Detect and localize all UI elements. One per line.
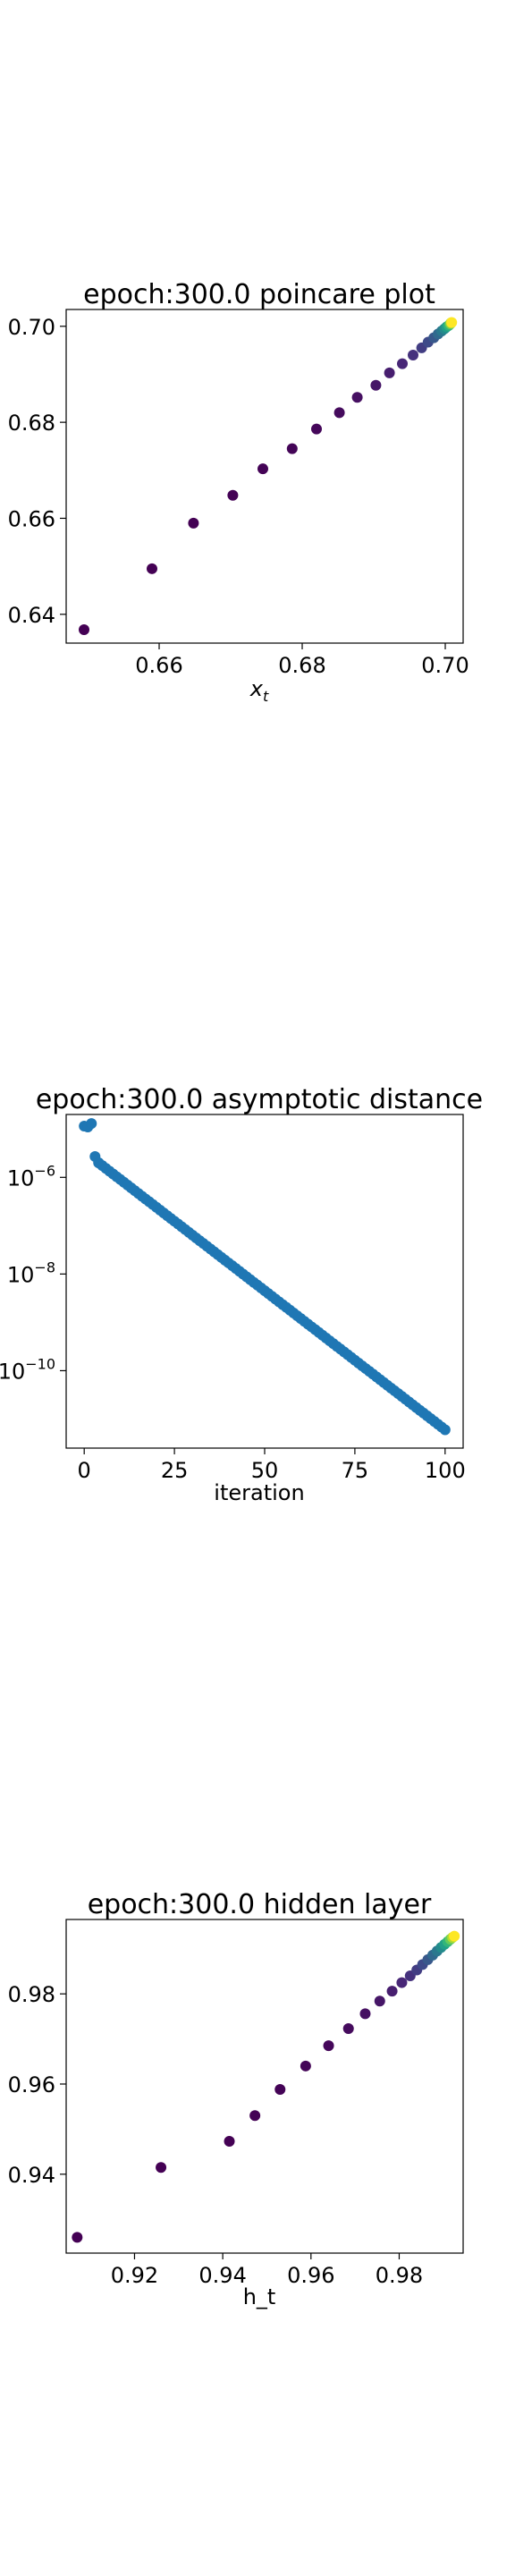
- x-tick-label: 75: [342, 1458, 369, 1483]
- y-tick-label: 0.68: [8, 411, 55, 436]
- scatter-point: [258, 463, 268, 475]
- poincare-plot: epoch:300.0 poincare plot 0.66 0.68 0.70 0…: [8, 279, 469, 705]
- x-axis-label-main: x: [249, 676, 264, 701]
- scatter-points: [79, 317, 458, 635]
- scatter-point: [224, 2135, 235, 2147]
- scatter-point: [286, 443, 298, 454]
- y-ticks: 10−6 10−8 10−10: [0, 1162, 66, 1384]
- chart-title: epoch:300.0 hidden layer: [88, 1889, 432, 1920]
- scatter-point: [300, 2060, 311, 2072]
- y-tick-label: 0.70: [8, 315, 55, 340]
- asymptotic-distance-plot: epoch:300.0 asymptotic distance 0 25 50 75 1…: [0, 1084, 483, 1505]
- x-tick-label: 50: [251, 1458, 279, 1483]
- scatter-point: [156, 2162, 167, 2174]
- x-ticks: 0.92 0.94 0.96 0.98: [111, 2253, 423, 2288]
- x-tick-label: 0: [78, 1458, 91, 1483]
- y-tick-label: 0.98: [8, 1982, 55, 2007]
- x-axis-label: xt: [249, 676, 269, 705]
- hidden-layer-plot: epoch:300.0 hidden layer 0.92 0.94 0.96 0.9…: [8, 1889, 464, 2309]
- x-axis-label: iteration: [214, 1480, 304, 1505]
- x-tick-label: 0.96: [287, 2263, 334, 2288]
- scatter-point: [147, 563, 157, 574]
- x-ticks: 0.66 0.68 0.70: [135, 643, 469, 678]
- y-tick-label: 10−10: [0, 1355, 55, 1384]
- scatter-point: [323, 2040, 334, 2052]
- x-tick-label: 25: [161, 1458, 189, 1483]
- x-ticks: 0 25 50 75 100: [78, 1448, 466, 1483]
- scatter-point: [274, 2084, 286, 2096]
- scatter-point: [249, 2110, 261, 2122]
- plot-frame: [65, 1919, 464, 2254]
- y-tick-label: 0.96: [8, 2072, 55, 2097]
- y-tick-label: 0.64: [8, 603, 55, 628]
- scatter-point: [227, 489, 239, 501]
- y-ticks: 0.64 0.66 0.68 0.70: [8, 315, 66, 628]
- scatter-point: [397, 358, 408, 369]
- scatter-point: [333, 407, 345, 419]
- scatter-point: [386, 1986, 398, 1997]
- scatter-points: [79, 1118, 451, 1436]
- scatter-point: [408, 349, 418, 360]
- scatter-point: [446, 317, 458, 328]
- scatter-point: [79, 623, 89, 635]
- scatter-point: [439, 1424, 451, 1436]
- x-tick-label: 0.92: [111, 2263, 158, 2288]
- scatter-point: [311, 423, 322, 435]
- scatter-point: [396, 1977, 408, 1988]
- chart-title: epoch:300.0 asymptotic distance: [36, 1084, 483, 1115]
- scatter-point: [359, 2008, 371, 2020]
- x-tick-label: 0.94: [198, 2263, 246, 2288]
- x-tick-label: 0.98: [376, 2263, 423, 2288]
- scatter-point: [351, 392, 363, 403]
- scatter-point: [86, 1118, 97, 1130]
- x-tick-label: 0.68: [278, 653, 325, 678]
- x-axis-label-sub: t: [263, 688, 269, 705]
- y-ticks: 0.94 0.96 0.98: [8, 1982, 66, 2188]
- y-tick-label: 10−6: [7, 1162, 55, 1191]
- scatter-point: [370, 379, 382, 391]
- scatter-point: [449, 1930, 460, 1942]
- chart-title: epoch:300.0 poincare plot: [83, 279, 435, 310]
- scatter-point: [342, 2022, 354, 2034]
- x-tick-label: 100: [425, 1458, 466, 1483]
- x-tick-label: 0.66: [135, 653, 182, 678]
- x-tick-label: 0.70: [421, 653, 469, 678]
- y-tick-label: 0.94: [8, 2163, 55, 2188]
- scatter-points: [72, 1930, 460, 2243]
- x-axis-label: h_t: [243, 2284, 276, 2309]
- y-tick-label: 10−8: [7, 1258, 55, 1287]
- y-tick-label: 0.66: [8, 506, 55, 531]
- scatter-point: [374, 1996, 385, 2007]
- plot-frame: [65, 309, 464, 644]
- scatter-point: [188, 517, 199, 529]
- scatter-point: [384, 367, 395, 378]
- scatter-point: [72, 2232, 83, 2243]
